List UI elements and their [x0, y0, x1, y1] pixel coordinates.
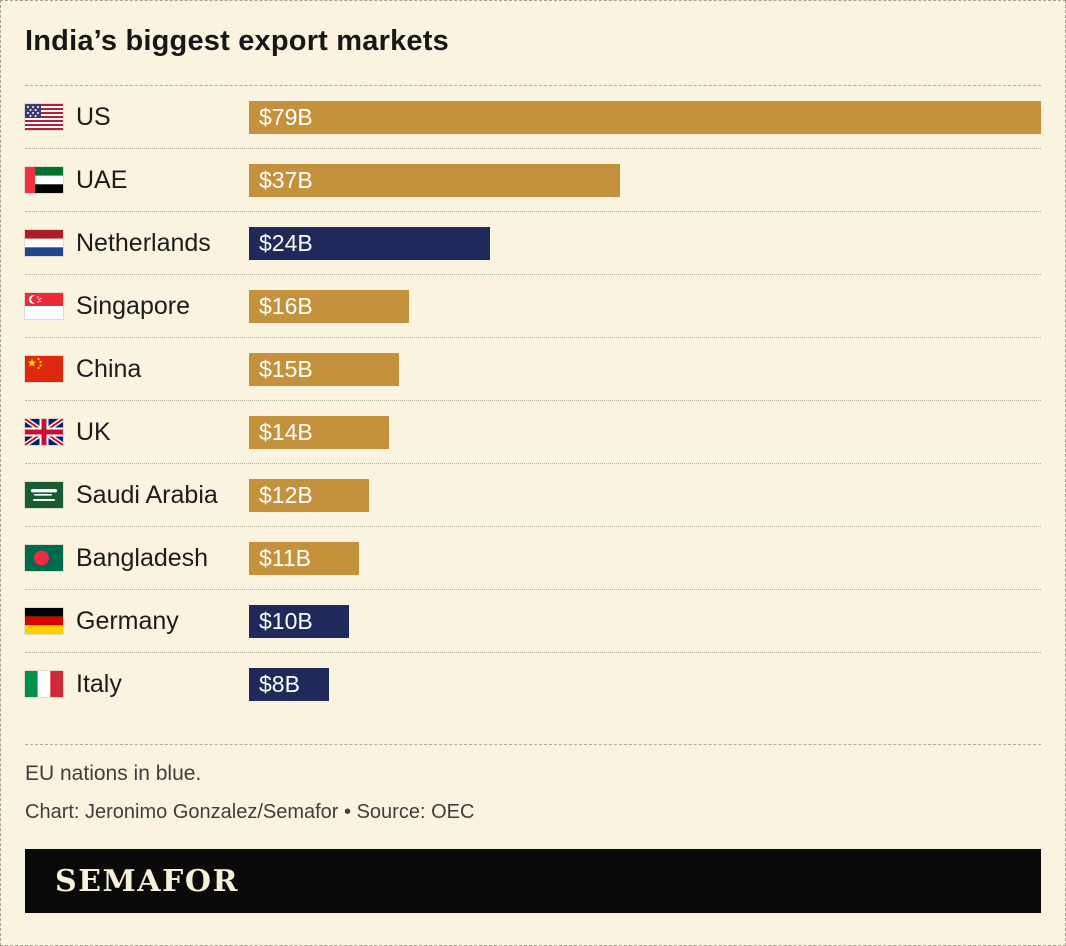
- bar-value-label: $8B: [259, 670, 300, 697]
- italy-flag-icon: [25, 671, 63, 697]
- row-label-group: China: [25, 355, 249, 384]
- uk-flag-icon: [25, 419, 63, 445]
- value-bar: $24B: [249, 226, 490, 260]
- chart-title: India’s biggest export markets: [25, 25, 449, 57]
- bar-value-label: $16B: [259, 292, 313, 319]
- chart-row-uae: UAE $37B: [25, 149, 1041, 212]
- value-bar: $37B: [249, 163, 620, 197]
- country-label: Italy: [76, 669, 122, 698]
- bar-track: $15B: [249, 352, 1041, 386]
- chart-row-us: US $79B: [25, 86, 1041, 149]
- china-flag-icon: [25, 356, 63, 382]
- value-bar: $12B: [249, 478, 370, 512]
- row-label-group: UK: [25, 418, 249, 447]
- row-label-group: Singapore: [25, 292, 249, 321]
- bar-chart: US $79B UAE $37B Netherlands: [25, 86, 1041, 715]
- singapore-flag-icon: [25, 293, 63, 319]
- bar-track: $16B: [249, 289, 1041, 323]
- bar-value-label: $11B: [259, 544, 312, 571]
- row-label-group: Saudi Arabia: [25, 481, 249, 510]
- germany-flag-icon: [25, 608, 63, 634]
- bar-track: $8B: [249, 667, 1041, 701]
- semafor-logo-bar: SEMAFOR: [25, 849, 1041, 913]
- bar-value-label: $79B: [259, 103, 313, 130]
- value-bar: $16B: [249, 289, 410, 323]
- row-label-group: Netherlands: [25, 229, 249, 258]
- value-bar: $79B: [249, 100, 1041, 134]
- netherlands-flag-icon: [25, 230, 63, 256]
- value-bar: $8B: [249, 667, 330, 701]
- bangladesh-flag-icon: [25, 545, 63, 571]
- row-label-group: Italy: [25, 670, 249, 699]
- country-label: US: [76, 102, 111, 131]
- chart-header: India’s biggest export markets: [25, 1, 1041, 86]
- bar-track: $37B: [249, 163, 1041, 197]
- chart-row-bangladesh: Bangladesh $11B: [25, 527, 1041, 590]
- country-label: Saudi Arabia: [76, 480, 218, 509]
- row-label-group: US: [25, 103, 249, 132]
- footer-divider: [25, 744, 1041, 745]
- value-bar: $14B: [249, 415, 390, 449]
- value-bar: $10B: [249, 604, 350, 638]
- bar-track: $14B: [249, 415, 1041, 449]
- chart-row-uk: UK $14B: [25, 401, 1041, 464]
- saudi-arabia-flag-icon: [25, 482, 63, 508]
- chart-row-netherlands: Netherlands $24B: [25, 212, 1041, 275]
- bar-value-label: $37B: [259, 166, 313, 193]
- chart-row-singapore: Singapore $16B: [25, 275, 1041, 338]
- bar-track: $11B: [249, 541, 1041, 575]
- bar-track: $10B: [249, 604, 1041, 638]
- value-bar: $11B: [249, 541, 360, 575]
- semafor-wordmark: SEMAFOR: [55, 863, 239, 899]
- bar-value-label: $24B: [259, 229, 313, 256]
- value-bar: $15B: [249, 352, 400, 386]
- legend-note: EU nations in blue.: [25, 762, 202, 785]
- country-label: UK: [76, 417, 111, 446]
- row-label-group: Bangladesh: [25, 544, 249, 573]
- chart-row-china: China $15B: [25, 338, 1041, 401]
- country-label: China: [76, 354, 142, 383]
- bar-value-label: $10B: [259, 607, 313, 634]
- row-label-group: UAE: [25, 166, 249, 195]
- uae-flag-icon: [25, 167, 63, 193]
- country-label: Germany: [76, 606, 179, 635]
- chart-row-germany: Germany $10B: [25, 590, 1041, 653]
- bar-track: $24B: [249, 226, 1041, 260]
- bar-value-label: $15B: [259, 355, 313, 382]
- chart-row-italy: Italy $8B: [25, 653, 1041, 715]
- country-label: Netherlands: [76, 228, 211, 257]
- bar-track: $79B: [249, 100, 1041, 134]
- bar-track: $12B: [249, 478, 1041, 512]
- row-label-group: Germany: [25, 607, 249, 636]
- bar-value-label: $14B: [259, 418, 313, 445]
- country-label: Singapore: [76, 291, 190, 320]
- chart-credit: Chart: Jeronimo Gonzalez/Semafor • Sourc…: [25, 801, 475, 823]
- bar-value-label: $12B: [259, 481, 313, 508]
- us-flag-icon: [25, 104, 63, 130]
- country-label: UAE: [76, 165, 128, 194]
- country-label: Bangladesh: [76, 543, 209, 572]
- chart-row-saudi-arabia: Saudi Arabia $12B: [25, 464, 1041, 527]
